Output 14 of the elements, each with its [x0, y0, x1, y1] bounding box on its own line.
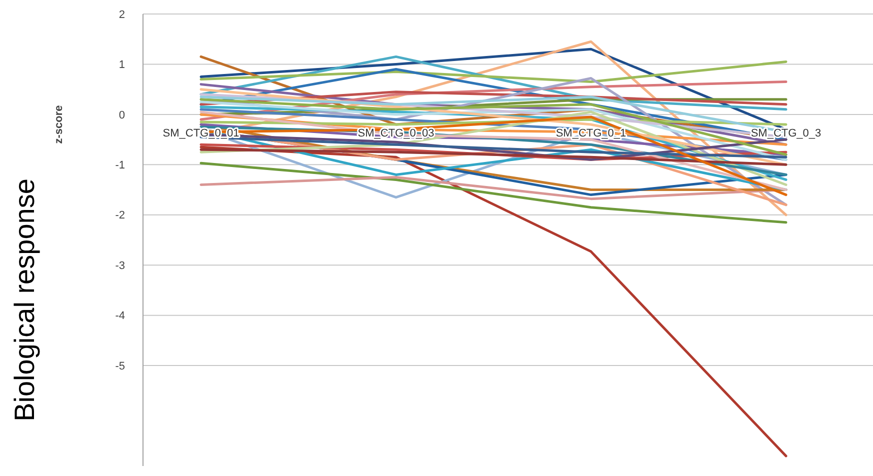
- line-series: [200, 162, 788, 224]
- y-axis-title: z-score: [53, 105, 65, 144]
- y-tick-label: -5: [115, 360, 125, 372]
- y-tick-label: -2: [115, 210, 125, 222]
- y-tick-label: 1: [118, 59, 125, 72]
- y-tick-label: 2: [118, 8, 125, 21]
- line-series: [200, 60, 788, 84]
- x-tick-label: SM_CTG_0_3: [750, 127, 822, 140]
- y-tick-label: -3: [115, 260, 125, 272]
- y-tick-label: 0: [118, 109, 125, 122]
- text: Biological response: [9, 178, 40, 422]
- line-series: [200, 148, 788, 166]
- y-tick-label: -1: [115, 160, 125, 172]
- y-tick-label: -4: [115, 310, 125, 322]
